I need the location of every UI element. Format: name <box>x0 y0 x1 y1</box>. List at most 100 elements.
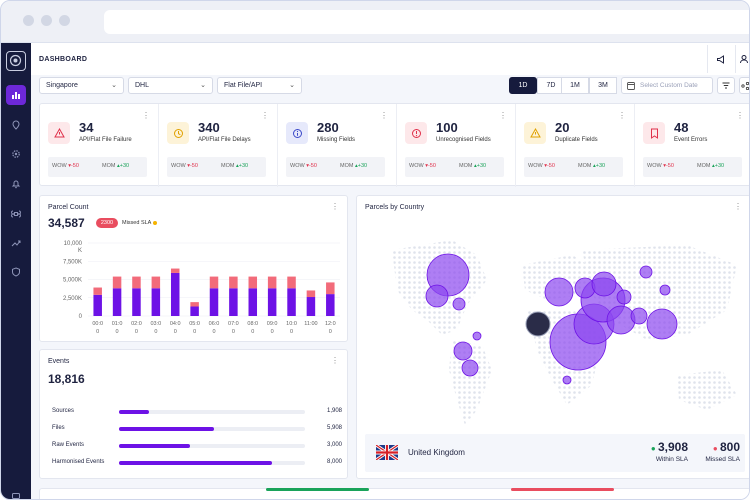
window-dot[interactable] <box>59 15 70 26</box>
event-bar-track <box>119 444 305 448</box>
range-3m-button[interactable]: 3M <box>589 77 617 94</box>
event-label: Harmonised Events <box>52 459 105 465</box>
share-button[interactable] <box>739 77 749 94</box>
bar-segment <box>151 288 161 316</box>
top-bar: DASHBOARD <box>31 43 749 75</box>
page-title: DASHBOARD <box>39 56 88 63</box>
mom-label: MOM <box>102 163 116 169</box>
alert-circle-icon <box>405 122 427 144</box>
kpi-card[interactable]: 48 Event Errors ⋮ WOW ▾-50 MOM ▴+30 <box>635 104 749 187</box>
missed-sla-label: Missed SLA <box>122 220 158 226</box>
sidebar-item-notifications[interactable] <box>6 174 26 194</box>
x-tick-label: 05:0 0 <box>189 321 200 335</box>
event-row: Files 5,908 <box>52 424 342 434</box>
uk-flag-icon <box>376 445 398 460</box>
range-1m-button[interactable]: 1M <box>561 77 589 94</box>
more-vert-icon[interactable]: ⋮ <box>380 111 388 120</box>
country-bubble[interactable] <box>659 284 671 296</box>
mom-label: MOM <box>221 163 235 169</box>
map-title: Parcels by Country <box>365 204 425 211</box>
country-bubble[interactable] <box>591 271 617 297</box>
country-bubble[interactable] <box>630 307 648 325</box>
wow-label: WOW <box>290 163 305 169</box>
country-bubble[interactable] <box>461 359 479 377</box>
x-tick-label: 04:0 0 <box>170 321 181 335</box>
country-bubble[interactable] <box>606 305 636 335</box>
up-arrow-icon: ▴ <box>473 163 477 169</box>
filter-button[interactable] <box>717 77 735 94</box>
user-icon <box>739 55 748 64</box>
sidebar-item-logout[interactable] <box>6 486 26 499</box>
selected-country-bubble[interactable] <box>525 311 551 337</box>
alert-triangle-icon <box>48 122 70 144</box>
x-tick-label: 06:0 0 <box>209 321 220 335</box>
custom-date-input[interactable]: Select Custom Date <box>621 77 713 94</box>
window-dot[interactable] <box>41 15 52 26</box>
country-select[interactable]: Singapore ⌄ <box>39 77 124 94</box>
kpi-trend: WOW ▾-50 MOM ▴+30 <box>48 157 147 177</box>
window-dot[interactable] <box>23 15 34 26</box>
bar-segment <box>93 294 102 316</box>
kpi-card[interactable]: 100 Unrecognised Fields ⋮ WOW ▾-50 MOM ▴… <box>397 104 516 187</box>
country-bubble[interactable] <box>453 341 473 361</box>
kpi-card[interactable]: 20 Duplicate Fields ⋮ WOW ▾-50 MOM ▴+30 <box>516 104 635 187</box>
source-select[interactable]: Flat File/API ⌄ <box>217 77 302 94</box>
kpi-label: Duplicate Fields <box>555 137 598 143</box>
kpi-card[interactable]: 34 API/Flat File Failure ⋮ WOW ▾-50 MOM … <box>40 104 159 187</box>
world-bubble-map[interactable] <box>357 210 750 434</box>
sidebar-item-dashboard[interactable] <box>6 85 26 105</box>
within-sla-label: Within SLA <box>655 456 688 463</box>
more-vert-icon[interactable]: ⋮ <box>499 111 507 120</box>
sidebar-item-settings[interactable] <box>6 144 26 164</box>
bar-segment <box>248 276 258 289</box>
country-bubble[interactable] <box>562 375 572 385</box>
country-detail-panel: United Kingdom ● 3,908 Within SLA ● 800 … <box>365 434 745 472</box>
country-bubble[interactable] <box>425 284 449 308</box>
country-bubble[interactable] <box>472 331 482 341</box>
bar-segment <box>170 268 180 273</box>
more-vert-icon[interactable]: ⋮ <box>736 111 744 120</box>
selected-country-name: United Kingdom <box>408 448 465 457</box>
country-bubble[interactable] <box>544 277 574 307</box>
sidebar-item-security[interactable] <box>6 262 26 282</box>
user-button[interactable] <box>735 45 749 73</box>
kpi-card[interactable]: 280 Missing Fields ⋮ WOW ▾-50 MOM ▴+30 <box>278 104 397 187</box>
mom-label: MOM <box>697 163 711 169</box>
bar-chart-icon <box>12 92 20 99</box>
announcement-button[interactable] <box>707 45 735 73</box>
missed-sla-label: Missed SLA <box>705 456 740 463</box>
range-7d-button[interactable]: 7D <box>537 77 565 94</box>
country-bubble[interactable] <box>646 308 678 340</box>
sidebar-item-location[interactable] <box>6 115 26 135</box>
event-bar-fill <box>119 410 149 414</box>
shield-icon <box>12 267 20 277</box>
bar-segment <box>229 288 238 316</box>
kpi-value: 100 <box>436 120 458 135</box>
carrier-select[interactable]: DHL ⌄ <box>128 77 213 94</box>
more-vert-icon[interactable]: ⋮ <box>618 111 626 120</box>
country-bubble[interactable] <box>639 265 653 279</box>
down-arrow-icon: ▾ <box>68 163 71 169</box>
kpi-card[interactable]: 340 API/Flat File Delays ⋮ WOW ▾-50 MOM … <box>159 104 278 187</box>
bar-segment <box>248 288 258 316</box>
address-bar[interactable] <box>104 10 749 34</box>
event-bar-track <box>119 461 305 465</box>
range-1d-button[interactable]: 1D <box>509 77 537 94</box>
country-bubble[interactable] <box>616 289 632 305</box>
more-vert-icon[interactable]: ⋮ <box>331 202 339 211</box>
more-vert-icon[interactable]: ⋮ <box>142 111 150 120</box>
more-vert-icon[interactable]: ⋮ <box>331 356 339 365</box>
sidebar <box>1 43 31 499</box>
more-vert-icon[interactable]: ⋮ <box>734 202 742 211</box>
more-vert-icon[interactable]: ⋮ <box>261 111 269 120</box>
wow-label: WOW <box>409 163 424 169</box>
x-tick-label: 10:0 0 <box>286 321 297 335</box>
event-label: Files <box>52 425 65 431</box>
sidebar-item-trends[interactable] <box>6 233 26 253</box>
x-tick-label: 01:0 0 <box>112 321 123 335</box>
sidebar-item-command[interactable] <box>6 204 26 224</box>
source-select-value: Flat File/API <box>224 82 263 89</box>
country-bubble[interactable] <box>452 297 466 311</box>
missed-sla-number: 800 <box>719 440 740 454</box>
